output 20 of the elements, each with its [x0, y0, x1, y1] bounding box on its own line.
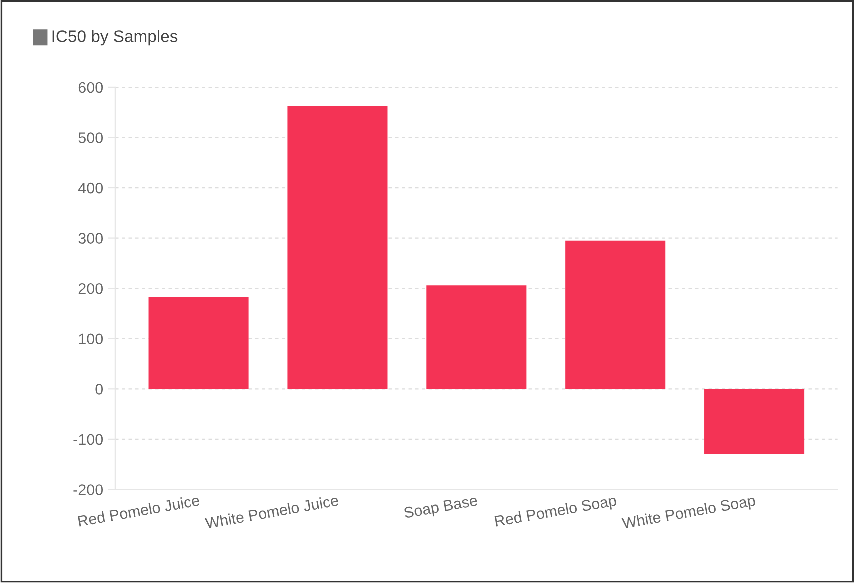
y-tick-label: 200	[78, 283, 104, 294]
y-tick-label: 400	[78, 182, 104, 194]
bar	[704, 389, 805, 455]
y-tick-label: -100	[74, 434, 104, 446]
y-tick-label: 0	[96, 384, 104, 395]
bar	[566, 240, 666, 390]
y-tick-label: 500	[78, 132, 104, 144]
x-tick-label: White Pomelo Juice	[204, 494, 340, 530]
x-tick-label: Red Pomelo Juice	[78, 494, 200, 527]
x-tick-label: Red Pomelo Soap	[494, 494, 618, 530]
bar	[288, 106, 388, 390]
bar	[148, 297, 249, 390]
chart-title: IC50 by Samples	[52, 30, 178, 46]
bar	[426, 286, 527, 390]
x-tick-label: Soap Base	[404, 495, 478, 522]
y-tick-label: 300	[78, 233, 104, 244]
y-tick-label: 100	[79, 334, 104, 345]
x-tick-label: White Pomelo Soap	[622, 494, 756, 532]
y-tick-label: 600	[78, 82, 104, 94]
y-tick-label: -200	[74, 484, 104, 496]
